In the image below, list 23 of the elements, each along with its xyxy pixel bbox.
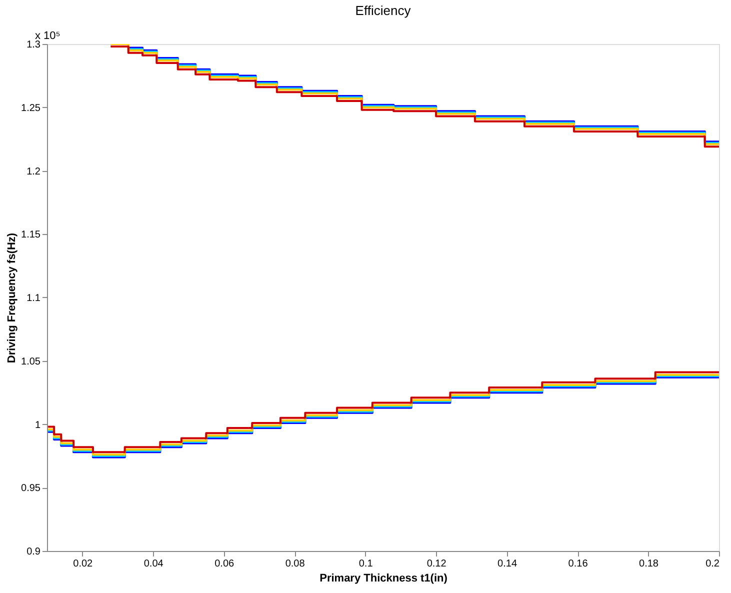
y-tick-label: 1.2	[26, 166, 41, 178]
y-tick-label: 1.25	[21, 102, 41, 114]
x-tick-label: 0.2	[706, 558, 720, 570]
y-tick-label: 1	[34, 420, 41, 431]
y-axis-title: Driving Frequency fs(Hz)	[6, 232, 18, 364]
y-tick-label: 1.05	[21, 356, 41, 368]
y-tick-label: 1.3	[26, 40, 41, 50]
x-axis-title: Primary Thickness t1(in)	[320, 572, 448, 584]
x-tick-label: 0.1	[358, 558, 374, 570]
x-tick-label: 0.12	[426, 558, 447, 570]
x-tick-label: 0.06	[214, 558, 235, 570]
x-tick-label: 0.08	[285, 558, 306, 570]
x-tick-label: 0.14	[498, 558, 518, 570]
chart-title: Efficiency	[355, 3, 412, 18]
y-tick-label: 0.95	[21, 483, 41, 494]
y-tick-label: 1.1	[26, 293, 41, 304]
x-tick-label: 0.16	[568, 558, 588, 570]
x-tick-label: 0.04	[144, 558, 164, 570]
x-tick-label: 0.02	[73, 558, 94, 570]
x-tick-label: 0.18	[639, 558, 659, 570]
y-tick-label: 1.15	[21, 230, 41, 241]
y-tick-label: 0.9	[26, 546, 41, 558]
text: x 10⁵	[35, 30, 60, 42]
